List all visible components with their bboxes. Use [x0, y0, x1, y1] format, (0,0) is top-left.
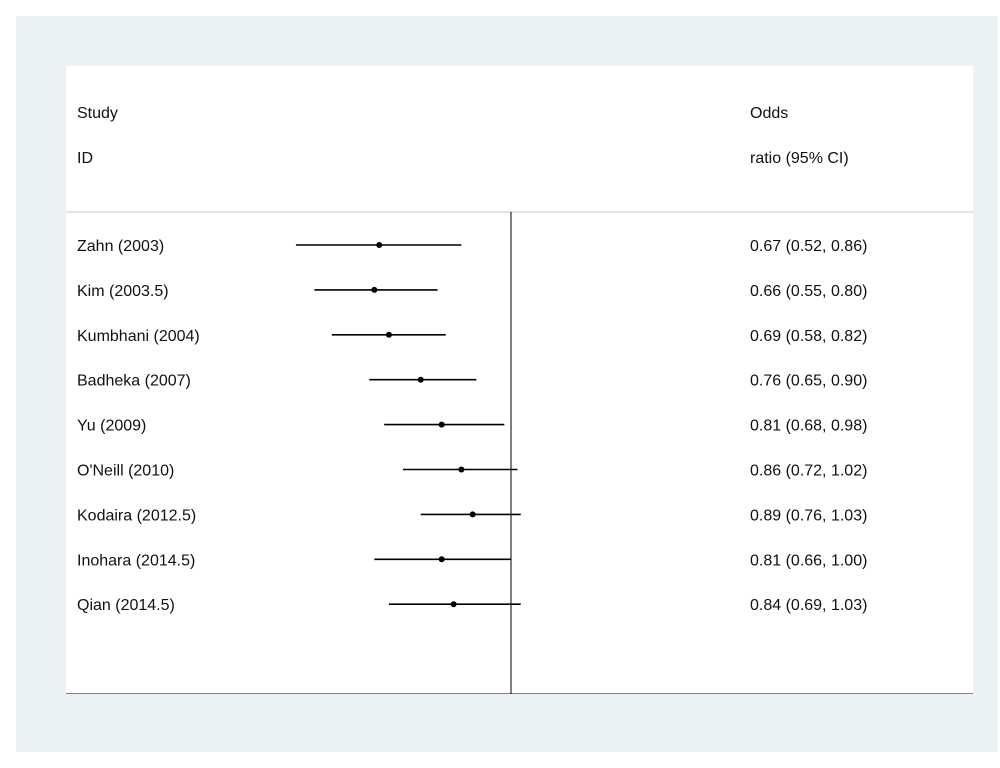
point-estimate: [385, 331, 392, 338]
point-estimate: [417, 376, 424, 383]
or-ci-value: 0.67 (0.52, 0.86): [750, 238, 867, 255]
study-label: Yu (2009): [77, 418, 146, 435]
or-ci-value: 0.81 (0.66, 1.00): [750, 552, 867, 569]
study-label: Kim (2003.5): [77, 283, 169, 300]
point-estimate: [469, 511, 476, 518]
or-ci-value: 0.69 (0.58, 0.82): [750, 328, 867, 345]
point-estimate: [438, 421, 445, 428]
header-study: Study: [77, 105, 118, 122]
or-ci-value: 0.66 (0.55, 0.80): [750, 283, 867, 300]
header-odds: Odds: [750, 105, 788, 122]
plot-panel: Study ID Odds ratio (95% CI) Zahn (2003)…: [66, 66, 973, 694]
point-estimate: [438, 556, 445, 563]
forest-plot: Study ID Odds ratio (95% CI) Zahn (2003)…: [66, 105, 973, 694]
study-label: Qian (2014.5): [77, 597, 175, 614]
study-label: Kodaira (2012.5): [77, 507, 196, 524]
or-ci-value: 0.89 (0.76, 1.03): [750, 507, 867, 524]
or-ci-value: 0.81 (0.68, 0.98): [750, 418, 867, 435]
study-label: Zahn (2003): [77, 238, 164, 255]
header-ratio-ci: ratio (95% CI): [750, 150, 849, 167]
point-estimate: [376, 242, 383, 248]
study-label: Badheka (2007): [77, 373, 191, 390]
or-ci-value: 0.76 (0.65, 0.90): [750, 373, 867, 390]
or-ci-value: 0.84 (0.69, 1.03): [750, 597, 867, 614]
study-label: O'Neill (2010): [77, 463, 174, 480]
study-label: Inohara (2014.5): [77, 552, 195, 569]
or-ci-value: 0.86 (0.72, 1.02): [750, 463, 867, 480]
study-label: Kumbhani (2004): [77, 328, 200, 345]
point-estimate: [371, 286, 378, 293]
chart-frame: Study ID Odds ratio (95% CI) Zahn (2003)…: [16, 16, 998, 752]
point-estimate: [450, 601, 457, 608]
header-id: ID: [77, 150, 93, 167]
point-estimate: [458, 466, 465, 473]
